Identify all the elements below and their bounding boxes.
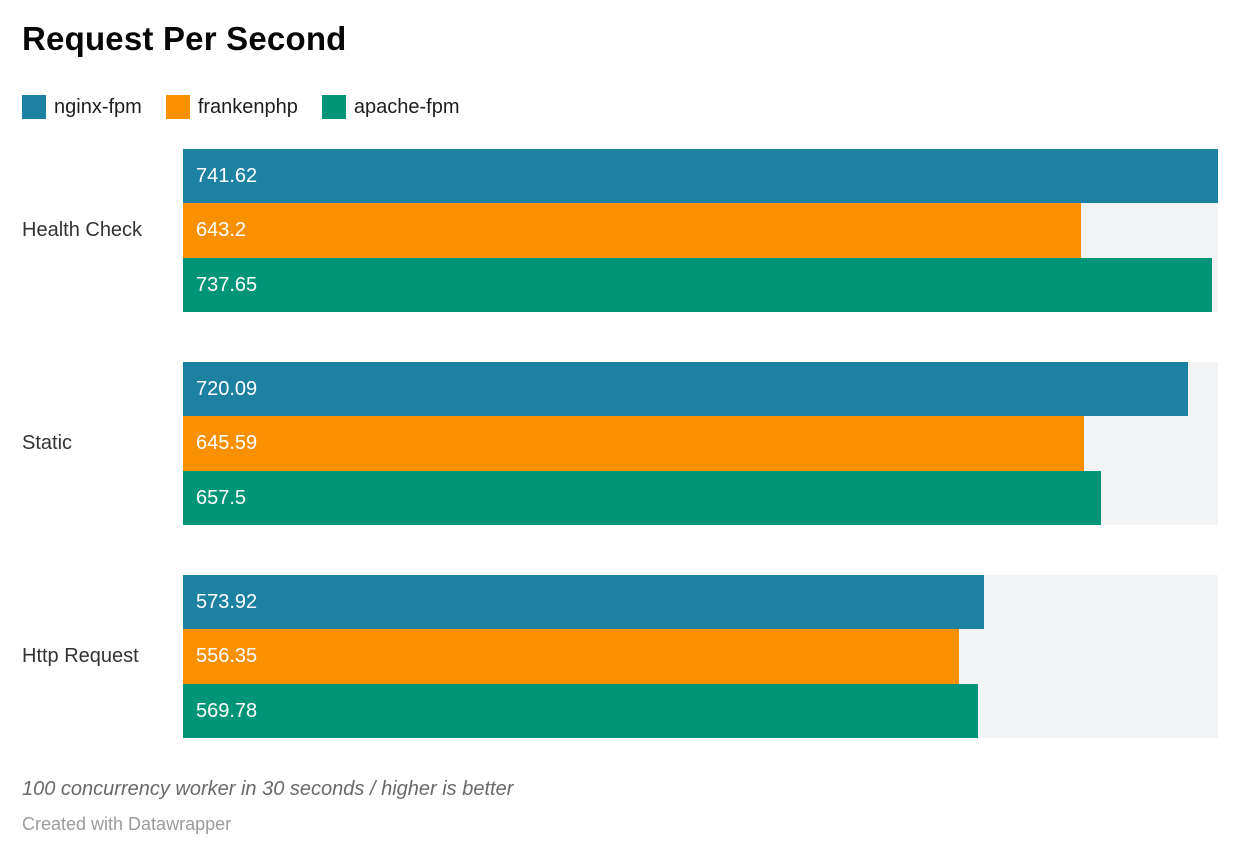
bar: 573.92 [183,574,984,630]
bar-track: 643.2 [183,203,1218,258]
datawrapper-credit-link[interactable]: Created with Datawrapper [22,813,232,834]
bar-group: Http Request 573.92 556.35 569.78 [22,574,1218,738]
bar-value-label: 556.35 [196,645,258,668]
bar-value-label: 645.59 [196,432,258,455]
legend-swatch [22,95,46,119]
bar-value-label: 657.5 [196,486,247,509]
bar-track: 569.78 [183,683,1218,738]
legend-label: frankenphp [197,96,298,118]
bar-value-label: 569.78 [196,699,258,722]
category-label: Health Check [22,218,143,241]
chart: Health Check 741.62 643.2 737.65 Static 720.0… [22,149,1218,738]
bar: 720.09 [183,361,1188,417]
bar-stack: 720.09 645.59 657.5 [183,361,1218,525]
bar-value-label: 737.65 [196,273,258,296]
bar-track: 657.5 [183,470,1218,525]
bar-track: 741.62 [183,149,1218,204]
bar-track: 556.35 [183,629,1218,684]
legend-item: nginx-fpm [22,95,142,119]
legend-swatch [321,95,346,119]
bar-stack: 573.92 556.35 569.78 [183,574,1218,738]
chart-title: Request Per Second [22,20,347,57]
bar-value-label: 643.2 [196,219,247,242]
legend-item: apache-fpm [321,95,460,119]
bar-track: 645.59 [183,416,1218,471]
bar-track: 720.09 [183,361,1218,417]
bar: 556.35 [183,629,960,684]
bar-track: 737.65 [183,257,1218,312]
bar-value-label: 720.09 [196,378,258,401]
category-label: Http Request [22,644,139,667]
bar: 645.59 [183,416,1084,471]
legend-label: nginx-fpm [54,96,142,118]
bar-value-label: 573.92 [196,591,258,614]
bar: 737.65 [183,257,1213,312]
bar: 657.5 [183,470,1101,525]
bar-stack: 741.62 643.2 737.65 [183,149,1218,312]
bar-group: Static 720.09 645.59 657.5 [22,361,1218,525]
bar-track: 573.92 [183,574,1218,630]
bar-group: Health Check 741.62 643.2 737.65 [22,149,1218,312]
bar: 643.2 [183,203,1081,258]
footer-note: 100 concurrency worker in 30 seconds / h… [22,777,514,800]
legend: nginx-fpm frankenphp apache-fpm [22,95,1218,119]
legend-label: apache-fpm [353,96,460,118]
bar-value-label: 741.62 [196,165,258,188]
category-label: Static [22,431,73,454]
legend-swatch [165,95,190,119]
bar: 569.78 [183,683,979,738]
legend-item: frankenphp [165,95,298,119]
bar: 741.62 [183,149,1218,204]
